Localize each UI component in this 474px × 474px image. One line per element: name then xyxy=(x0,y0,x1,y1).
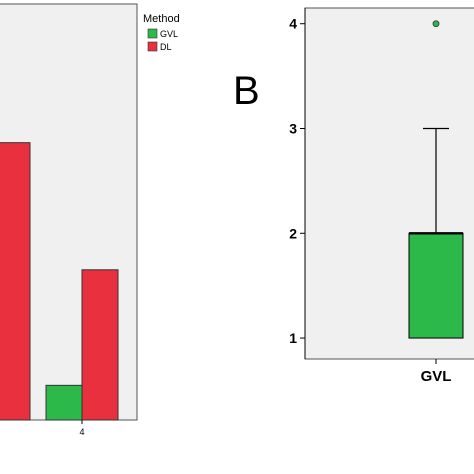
box-marks xyxy=(408,20,464,339)
box-y-tick-label: 4 xyxy=(289,16,297,32)
bar-dl-group0 xyxy=(0,142,31,421)
box-x-tick-label: GVL xyxy=(421,368,452,385)
bar-gvl-4 xyxy=(45,384,83,421)
box-y-tick-label: 3 xyxy=(289,120,297,136)
panel-label-b: B xyxy=(233,69,260,113)
box-y-tick-label: 1 xyxy=(289,330,297,346)
legend-entry-gvl: GVL xyxy=(147,28,178,39)
box-x-ticks: GVL xyxy=(421,359,452,385)
bar-chart-panel: 4 Method GVL DL xyxy=(0,3,180,437)
bar-marks xyxy=(0,142,119,421)
legend-entry-dl: DL xyxy=(147,41,172,52)
legend-label-gvl: GVL xyxy=(160,29,178,39)
box-y-ticks: 1 2 3 4 xyxy=(289,16,305,346)
legend-title: Method xyxy=(143,13,180,25)
legend: Method GVL DL xyxy=(143,13,180,52)
box-y-tick-label: 2 xyxy=(289,225,297,241)
box-outlier-point xyxy=(432,20,440,28)
legend-swatch-dl xyxy=(147,41,158,52)
legend-label-dl: DL xyxy=(160,42,172,52)
bar-x-tick-label: 4 xyxy=(79,427,84,437)
legend-swatch-gvl xyxy=(147,28,158,39)
bar-x-ticks: 4 xyxy=(79,420,85,437)
box-iqr xyxy=(408,232,464,339)
box-plot-panel: 1 2 3 4 GVL xyxy=(289,7,474,385)
bar-dl-4 xyxy=(81,269,119,421)
